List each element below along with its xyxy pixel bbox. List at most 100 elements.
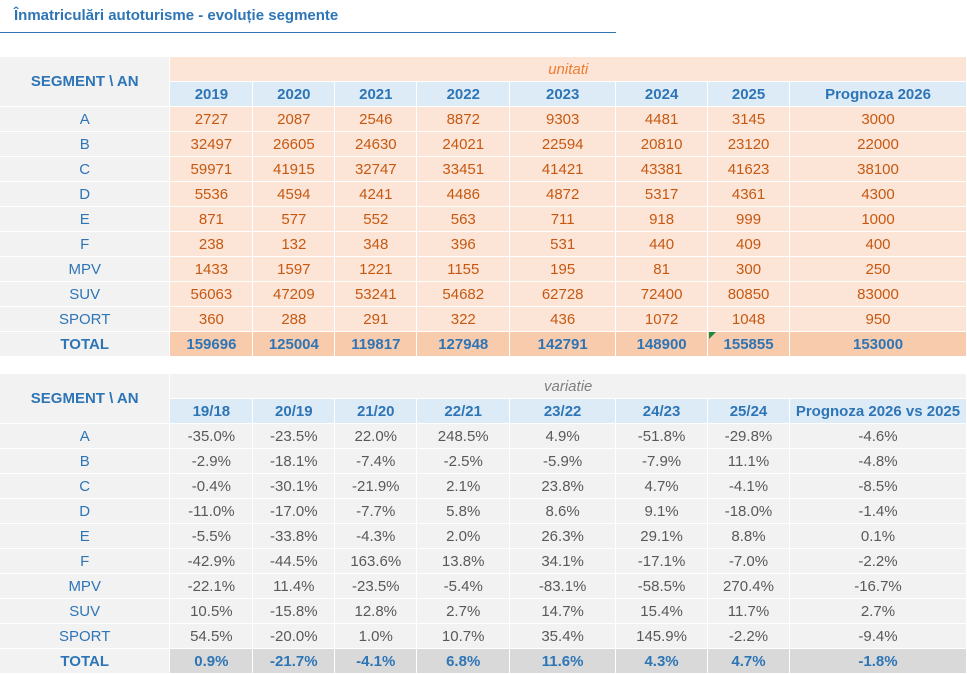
value-cell: 2.7%: [416, 598, 511, 624]
value-cell: 56063: [169, 281, 254, 307]
segment-label: A: [0, 423, 171, 449]
units-column-header: 2019: [169, 81, 254, 107]
value-cell: 38100: [789, 156, 967, 182]
value-cell: -22.1%: [169, 573, 254, 599]
value-cell: 1072: [615, 306, 709, 332]
table-row: E 871 577 552 563 711 918 999 1000: [0, 206, 967, 232]
value-cell: 35.4%: [509, 623, 617, 649]
segment-label: SPORT: [0, 623, 171, 649]
value-cell: -2.9%: [169, 448, 254, 474]
value-cell: -5.9%: [509, 448, 617, 474]
value-cell: -18.0%: [707, 498, 790, 524]
value-cell: -83.1%: [509, 573, 617, 599]
title-underline: [0, 32, 616, 33]
table-row: F -42.9% -44.5% 163.6% 13.8% 34.1% -17.1% -7.0%…: [0, 548, 967, 574]
value-cell: 163.6%: [334, 548, 418, 574]
variation-column-header: Prognoza 2026 vs 2025: [789, 398, 967, 424]
value-cell: -18.1%: [252, 448, 336, 474]
value-cell: -17.0%: [252, 498, 336, 524]
value-cell: 22000: [789, 131, 967, 157]
total-value-cell: 119817: [334, 331, 418, 357]
value-cell: 4.7%: [615, 473, 709, 499]
segment-label: C: [0, 156, 171, 182]
value-cell: 8872: [416, 106, 511, 132]
value-cell: 322: [416, 306, 511, 332]
segment-label: MPV: [0, 573, 171, 599]
segment-label: B: [0, 448, 171, 474]
total-value: -1.8%: [858, 652, 898, 670]
total-label: TOTAL: [0, 331, 171, 357]
total-value: 142791: [537, 335, 588, 353]
value-cell: -51.8%: [615, 423, 709, 449]
value-cell: 62728: [509, 281, 617, 307]
value-cell: 5.8%: [416, 498, 511, 524]
value-cell: 871: [169, 206, 254, 232]
total-value: 11.6%: [541, 652, 584, 670]
segment-label: E: [0, 206, 171, 232]
value-cell: 4872: [509, 181, 617, 207]
value-cell: -16.7%: [789, 573, 967, 599]
segment-label: MPV: [0, 256, 171, 282]
value-cell: 41421: [509, 156, 617, 182]
value-cell: 72400: [615, 281, 709, 307]
units-column-header: 2020: [252, 81, 336, 107]
value-cell: -29.8%: [707, 423, 790, 449]
value-cell: 1597: [252, 256, 336, 282]
total-value: 159696: [186, 335, 237, 353]
total-value-cell: 127948: [416, 331, 511, 357]
value-cell: -7.9%: [615, 448, 709, 474]
total-value-cell: 148900: [615, 331, 709, 357]
table-row: MPV -22.1% 11.4% -23.5% -5.4% -83.1% -58.5% 270…: [0, 573, 967, 599]
value-cell: -7.7%: [334, 498, 418, 524]
variation-column-header: 22/21: [416, 398, 511, 424]
value-cell: 59971: [169, 156, 254, 182]
variation-column-header: 24/23: [615, 398, 709, 424]
value-cell: 4594: [252, 181, 336, 207]
variation-column-header: 20/19: [252, 398, 336, 424]
value-cell: 2.0%: [416, 523, 511, 549]
value-cell: 54682: [416, 281, 511, 307]
variation-header-row: SEGMENT \ AN variatie: [0, 374, 967, 424]
units-column-header: 2022: [416, 81, 511, 107]
page-title: Înmatriculări autoturisme - evoluție seg…: [14, 7, 339, 24]
table-row: SUV 56063 47209 53241 54682 62728 72400 80850 83…: [0, 281, 967, 307]
value-cell: -35.0%: [169, 423, 254, 449]
total-value-cell: 153000: [789, 331, 967, 357]
value-cell: 23.8%: [509, 473, 617, 499]
value-cell: -5.5%: [169, 523, 254, 549]
value-cell: 270.4%: [707, 573, 790, 599]
table-row: D 5536 4594 4241 4486 4872 5317 4361 4300: [0, 181, 967, 207]
variation-column-header: 23/22: [509, 398, 617, 424]
value-cell: -2.5%: [416, 448, 511, 474]
total-label: TOTAL: [0, 648, 171, 674]
value-cell: 32747: [334, 156, 418, 182]
value-cell: 1.0%: [334, 623, 418, 649]
segment-label: A: [0, 106, 171, 132]
value-cell: 360: [169, 306, 254, 332]
value-cell: 348: [334, 231, 418, 257]
units-column-header: 2024: [615, 81, 709, 107]
value-cell: 4300: [789, 181, 967, 207]
error-indicator-triangle[interactable]: [709, 332, 717, 339]
value-cell: 4241: [334, 181, 418, 207]
value-cell: 4.9%: [509, 423, 617, 449]
units-table: SEGMENT \ AN unitati 2019 2020 2021 2022 2023 2…: [0, 57, 967, 357]
table-row: A 2727 2087 2546 8872 9303 4481 3145 3000: [0, 106, 967, 132]
segment-label: C: [0, 473, 171, 499]
value-cell: 300: [707, 256, 791, 282]
value-cell: 3000: [789, 106, 967, 132]
variation-table: SEGMENT \ AN variatie 19/18 20/19 21/20 22/21…: [0, 374, 967, 674]
units-total-row: TOTAL 159696 125004 119817 127948 142791 14890…: [0, 331, 967, 357]
total-value-cell: -4.1%: [334, 648, 418, 674]
value-cell: 11.1%: [707, 448, 790, 474]
total-value: -21.7%: [270, 652, 318, 670]
total-value-cell: 142791: [509, 331, 617, 357]
value-cell: 4486: [416, 181, 511, 207]
value-cell: 132: [252, 231, 336, 257]
value-cell: -1.4%: [789, 498, 967, 524]
value-cell: 2.1%: [416, 473, 511, 499]
value-cell: 3145: [707, 106, 791, 132]
value-cell: -2.2%: [789, 548, 967, 574]
value-cell: -4.6%: [789, 423, 967, 449]
value-cell: 1048: [707, 306, 791, 332]
